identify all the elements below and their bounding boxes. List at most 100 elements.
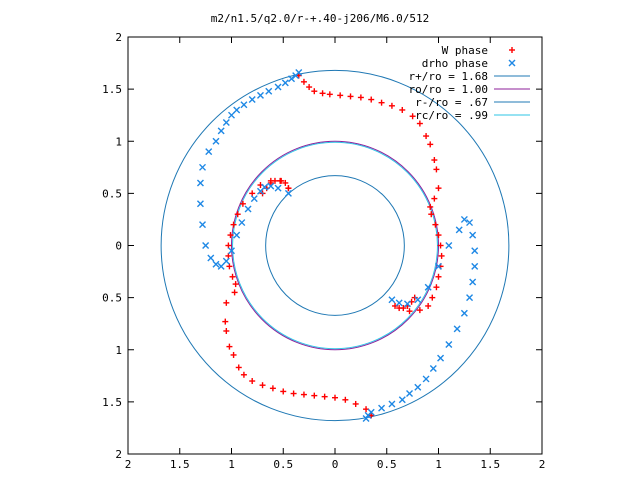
legend-marker (508, 59, 516, 67)
drho-phase-point (414, 296, 422, 304)
drho-phase-point (274, 83, 282, 91)
legend-label: r+/ro = 1.68 (409, 70, 488, 83)
drho-phase-point (455, 226, 463, 234)
w-phase-point (435, 273, 442, 280)
legend-label: W phase (442, 44, 488, 57)
w-phase-point (223, 327, 230, 334)
drho-phase-point (240, 101, 248, 109)
w-phase-point (282, 179, 289, 186)
w-phase-point (427, 203, 434, 210)
w-phase-point (342, 396, 349, 403)
drho-phase-point (445, 242, 453, 249)
legend-marker (509, 47, 515, 53)
legend-label: drho phase (422, 57, 488, 70)
w-phase-point (249, 378, 256, 385)
w-phase-point (319, 90, 326, 97)
y-tick-label: 0.5 (102, 187, 122, 200)
chart-title: m2/n1.5/q2.0/r-+.40-j206/M6.0/512 (211, 12, 430, 25)
drho-phase-point (196, 179, 204, 187)
w-phase-point (437, 242, 444, 249)
circle-rc-ro-99 (232, 141, 438, 350)
drho-phase-point (460, 309, 468, 317)
drho-phase-point (288, 75, 296, 83)
drho-phase-point (199, 221, 207, 229)
w-phase-point (431, 157, 438, 164)
drho-phase-point (471, 247, 479, 255)
w-phase-point (337, 92, 344, 99)
w-phase-point (431, 195, 438, 202)
x-tick-label: 2 (125, 458, 132, 471)
y-tick-label: 2 (115, 31, 122, 44)
drho-phase-point (248, 96, 256, 104)
w-phase-point (438, 252, 445, 259)
drho-phase-point (233, 106, 241, 114)
w-phase-point (225, 252, 232, 259)
x-tick-label: 0.5 (273, 458, 293, 471)
w-phase-point (428, 211, 435, 218)
drho-phase-point (460, 215, 468, 223)
w-phase-point (267, 179, 274, 186)
w-phase-point (277, 177, 284, 184)
drho-phase-point (244, 205, 252, 213)
w-phase-point (368, 96, 375, 103)
w-phase-point (416, 120, 423, 127)
w-phase-point (249, 190, 256, 197)
drho-phase-point (295, 68, 303, 76)
w-phase-point (326, 91, 333, 98)
w-phase-point (433, 284, 440, 291)
w-phase-point (234, 211, 241, 218)
drho-phase-point (429, 365, 437, 373)
w-phase-point (406, 308, 413, 315)
w-phase-point (230, 221, 237, 228)
w-phase-point (425, 302, 432, 309)
drho-phase-point (256, 187, 264, 195)
w-phase-point (388, 102, 395, 109)
drho-phase-point (406, 390, 414, 398)
drho-phase-point (469, 231, 477, 239)
drho-phase-point (217, 127, 225, 135)
w-phase-point (332, 394, 338, 401)
y-tick-label: 1.5 (102, 83, 122, 96)
legend-label: ro/ro = 1.00 (409, 83, 488, 96)
drho-phase-point (222, 257, 230, 265)
w-phase-point (347, 93, 354, 100)
drho-phase-point (395, 299, 403, 307)
w-phase-point (285, 185, 292, 192)
drho-phase-point (281, 79, 289, 87)
w-phase-point (240, 371, 247, 378)
drho-phase-point (398, 396, 406, 404)
drho-phase-point (362, 415, 370, 423)
w-phase-point (399, 106, 406, 113)
x-tick-label: 1.5 (480, 458, 500, 471)
drho-phase-point (274, 184, 282, 192)
drho-phase-point (228, 111, 235, 119)
x-tick-label: 1 (435, 458, 442, 471)
w-phase-point (229, 273, 236, 280)
w-phase-point (300, 78, 307, 85)
y-tick-label: 0 (115, 240, 122, 253)
w-phase-point (271, 177, 278, 184)
drho-phase-point (424, 283, 432, 291)
legend-label: rc/ro = .99 (415, 109, 488, 122)
drho-phase-point (388, 296, 396, 304)
w-phase-point (311, 88, 318, 95)
w-phase-point (429, 294, 436, 301)
w-phase-point (409, 113, 416, 120)
w-phase-point (363, 406, 370, 413)
drho-phase-point (414, 383, 422, 391)
y-tick-label: 2 (115, 448, 122, 461)
w-phase-point (223, 299, 230, 306)
drho-phase-point (212, 137, 220, 145)
x-tick-label: 0 (332, 458, 339, 471)
w-phase-point (306, 84, 313, 91)
y-tick-label: 1 (115, 344, 122, 357)
drho-phase-point (205, 148, 213, 156)
drho-phase-point (403, 300, 411, 308)
drho-phase-point (196, 200, 204, 208)
drho-phase-point (466, 219, 474, 227)
drho-phase-point (364, 411, 372, 419)
w-phase-point (225, 242, 232, 249)
w-phase-point (269, 385, 276, 392)
drho-phase-point (233, 231, 241, 239)
